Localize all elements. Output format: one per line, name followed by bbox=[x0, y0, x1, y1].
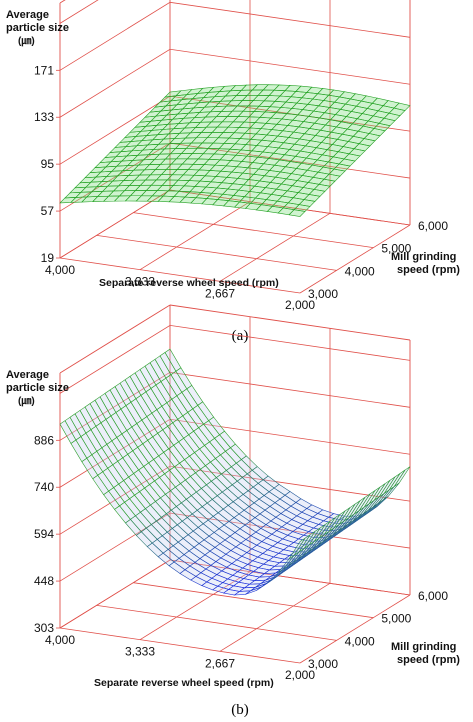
y-tick-label: 3,000 bbox=[308, 657, 338, 671]
y-tick-label: 4,000 bbox=[345, 634, 375, 648]
z-tick-label: 740 bbox=[34, 480, 54, 494]
floor-gridline bbox=[59, 627, 301, 664]
chart-b-walls: 303 448 594 740 886 4,000 3,333 2,667 2,0003,000… bbox=[34, 304, 448, 682]
chart-a-zlabel-line-2: particle size bbox=[6, 22, 69, 34]
chart-b-zlabel-line-3: (㎛) bbox=[18, 396, 35, 407]
y-tick-label: 5,000 bbox=[381, 612, 411, 626]
chart-a-ylabel-line-2: speed (rpm) bbox=[397, 264, 460, 276]
floor-gridline bbox=[139, 201, 251, 271]
z-tick-label: 19 bbox=[41, 251, 55, 265]
chart-a-xlabel: Separate reverse wheel speed (rpm) bbox=[99, 277, 279, 289]
chart-a-zlabel-line-3: (㎛) bbox=[18, 36, 35, 47]
x-tick-label: 3,333 bbox=[125, 275, 155, 289]
floor-gridline bbox=[299, 224, 411, 294]
z-tick-label: 57 bbox=[41, 204, 55, 218]
z-tick-label: 886 bbox=[34, 433, 54, 447]
chart-a-surface bbox=[59, 84, 411, 217]
chart-a-zlabel-line-1: Average bbox=[6, 9, 49, 21]
chart-b-zlabel-line-1: Average bbox=[6, 369, 49, 381]
y-tick-label: 3,000 bbox=[308, 287, 338, 301]
floor-gridline bbox=[133, 582, 374, 619]
floor-gridline bbox=[59, 257, 301, 294]
surface-cell bbox=[288, 537, 306, 560]
floor-gridline bbox=[299, 594, 411, 664]
floor-gridline bbox=[219, 212, 331, 282]
x-tick-label: 3,333 bbox=[125, 645, 155, 659]
wall-gridline bbox=[59, 1, 411, 71]
floor-gridline bbox=[133, 212, 374, 249]
y-tick-label: 6,000 bbox=[418, 589, 448, 603]
x-tick-label: 4,000 bbox=[45, 263, 75, 277]
z-tick-label: 448 bbox=[34, 574, 54, 588]
surface-cell bbox=[288, 209, 306, 217]
wall-gridline bbox=[59, 0, 99, 24]
z-tick-label: 95 bbox=[41, 157, 55, 171]
x-tick-label: 4,000 bbox=[45, 633, 75, 647]
wall-edge bbox=[59, 0, 66, 4]
floor-gridline bbox=[96, 604, 337, 641]
chart-b-panel-label: (b) bbox=[231, 702, 249, 718]
y-tick-label: 5,000 bbox=[381, 242, 411, 256]
z-tick-label: 303 bbox=[34, 621, 54, 635]
x-tick-label: 2,667 bbox=[205, 286, 235, 300]
floor-gridline bbox=[96, 234, 337, 271]
floor-gridline bbox=[59, 559, 171, 629]
chart-b-xlabel: Separate reverse wheel speed (rpm) bbox=[94, 677, 274, 689]
chart-b-surface bbox=[59, 348, 411, 596]
chart-b-ylabel-line-2: speed (rpm) bbox=[397, 654, 460, 666]
chart-b: 303 448 594 740 886 4,000 3,333 2,667 2,0003,000… bbox=[6, 304, 460, 718]
wall-edge bbox=[169, 304, 411, 341]
x-tick-label: 2,000 bbox=[285, 668, 315, 682]
wall-edge bbox=[59, 304, 171, 374]
y-tick-label: 6,000 bbox=[418, 219, 448, 233]
floor-gridline bbox=[139, 571, 251, 641]
z-tick-label: 594 bbox=[34, 527, 54, 541]
chart-b-zlabel-line-2: particle size bbox=[6, 382, 69, 394]
floor-gridline bbox=[169, 189, 411, 226]
chart-b-ylabel-line-1: Mill grinding bbox=[391, 641, 456, 653]
z-tick-label: 171 bbox=[34, 63, 54, 77]
chart-b-labels: Average particle size (㎛) Separate rever… bbox=[6, 369, 460, 718]
chart-a-ylabel-line-1: Mill grinding bbox=[391, 251, 456, 263]
x-tick-label: 2,667 bbox=[205, 656, 235, 670]
x-tick-label: 2,000 bbox=[285, 298, 315, 312]
y-tick-label: 4,000 bbox=[345, 264, 375, 278]
z-tick-label: 133 bbox=[34, 110, 54, 124]
floor-gridline bbox=[219, 582, 331, 652]
